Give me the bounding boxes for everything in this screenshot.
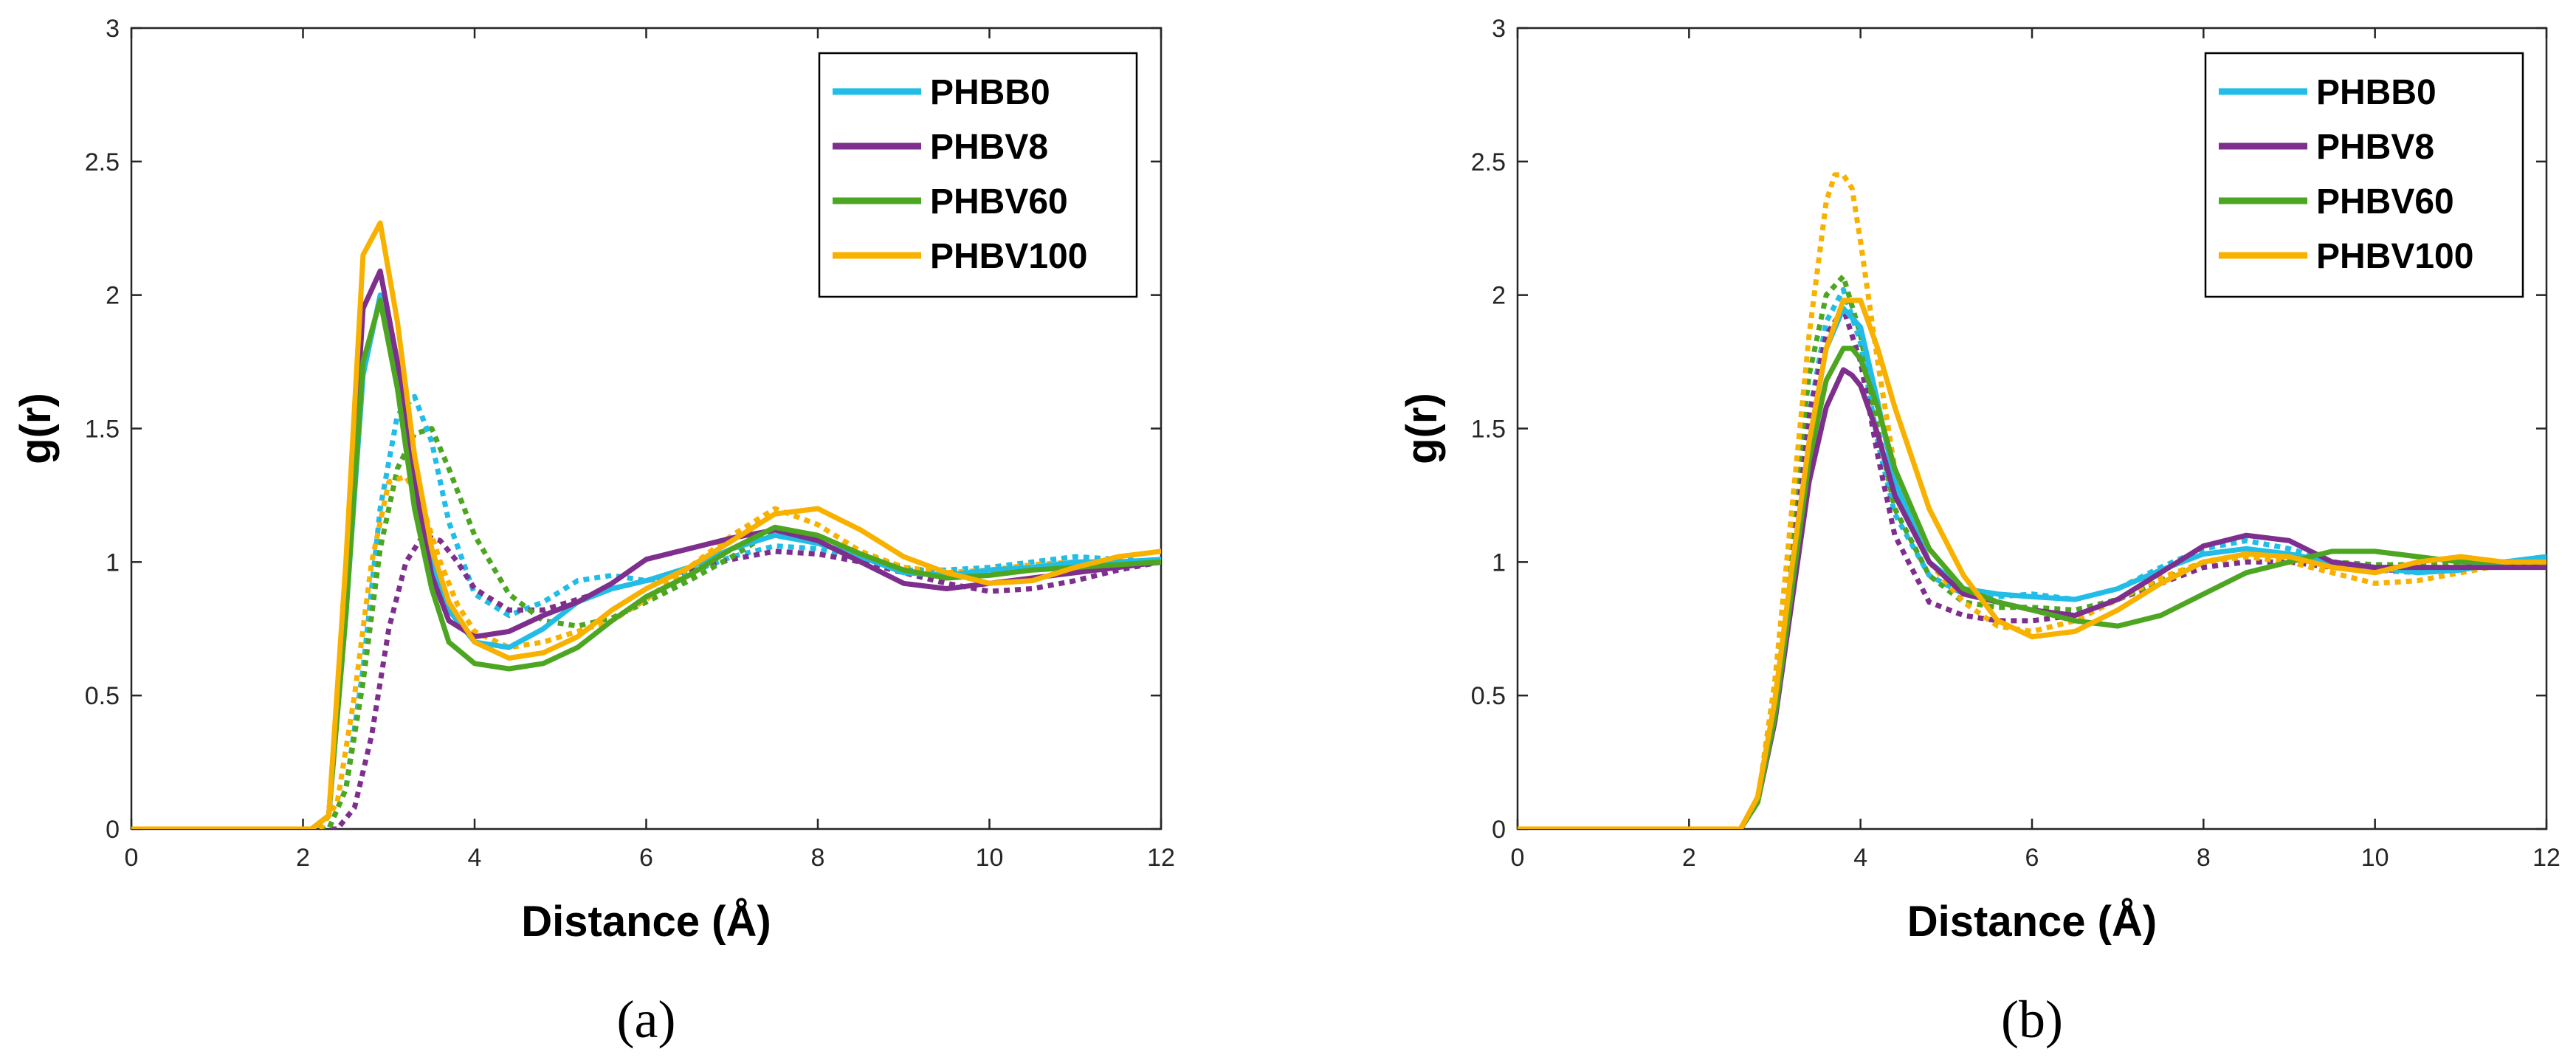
x-tick-label: 4	[468, 844, 482, 872]
series-group	[131, 220, 1161, 829]
panel-label: (a)	[617, 990, 676, 1049]
legend: PHBB0 PHBV8 PHBV60 PHBV100	[2204, 52, 2524, 298]
legend-label-phbv100: PHBV100	[2316, 237, 2473, 276]
series-line-phbv100-solid	[131, 220, 1161, 829]
panel-a: 0 2 4 6 8 10 12 0 0.5 1 1.5 2 2.5 3 Distance (Å) g(r) (a…	[12, 15, 1175, 1049]
x-tick-label: 6	[2025, 844, 2039, 872]
series-line-phbb0-dotted	[131, 393, 1161, 829]
x-tick-label: 10	[976, 844, 1004, 872]
legend-label-phbv60: PHBV60	[930, 182, 1068, 221]
legend-label-phbv8: PHBV8	[2316, 128, 2434, 167]
legend-label-phbv60: PHBV60	[2316, 182, 2454, 221]
x-tick-label: 8	[2197, 844, 2211, 872]
x-tick-label: 0	[1511, 844, 1525, 872]
x-tick-label: 8	[811, 844, 825, 872]
series-line-phbv100-solid	[1518, 297, 2546, 829]
y-tick-label: 2.5	[85, 148, 120, 176]
x-tick-label: 10	[2361, 844, 2389, 872]
y-axis-label: g(r)	[12, 393, 60, 464]
x-tick-label: 0	[125, 844, 139, 872]
y-tick-label: 1.5	[85, 416, 120, 444]
x-axis-label: Distance (Å)	[1907, 898, 2157, 946]
x-tick-label: 2	[1682, 844, 1696, 872]
panel-label: (b)	[2001, 990, 2063, 1049]
x-tick-label: 4	[1853, 844, 1867, 872]
series-line-phbv100-dotted	[1518, 172, 2546, 829]
y-tick-label: 0.5	[85, 682, 120, 710]
y-tick-label: 2.5	[1471, 148, 1506, 176]
panel-b: 0 2 4 6 8 10 12 0 0.5 1 1.5 2 2.5 3 Distance (Å) g(r) (b…	[1398, 15, 2560, 1049]
y-tick-label: 1	[106, 548, 120, 577]
legend-label-phbv100: PHBV100	[930, 237, 1087, 276]
series-line-phbv8-dotted	[131, 532, 1161, 829]
y-tick-label: 0.5	[1471, 682, 1506, 710]
x-tick-label: 12	[2532, 844, 2560, 872]
y-tick-label: 1	[1492, 548, 1506, 577]
x-tick-label: 6	[639, 844, 653, 872]
x-tick-label: 2	[296, 844, 310, 872]
series-line-phbv8-solid	[131, 268, 1161, 829]
y-tick-label: 0	[106, 816, 120, 844]
legend-label-phbb0: PHBB0	[2316, 73, 2436, 112]
y-axis-label: g(r)	[1398, 393, 1446, 464]
legend: PHBB0 PHBV8 PHBV60 PHBV100	[818, 52, 1138, 298]
y-tick-label: 3	[106, 15, 120, 43]
y-tick-label: 3	[1492, 15, 1506, 43]
x-tick-label: 12	[1147, 844, 1175, 872]
legend-label-phbv8: PHBV8	[930, 128, 1048, 167]
y-tick-label: 2	[106, 282, 120, 310]
y-tick-label: 1.5	[1471, 416, 1506, 444]
y-tick-label: 2	[1492, 282, 1506, 310]
legend-label-phbb0: PHBB0	[930, 73, 1050, 112]
y-tick-label: 0	[1492, 816, 1506, 844]
x-axis-label: Distance (Å)	[521, 898, 771, 946]
series-group	[1518, 172, 2546, 829]
